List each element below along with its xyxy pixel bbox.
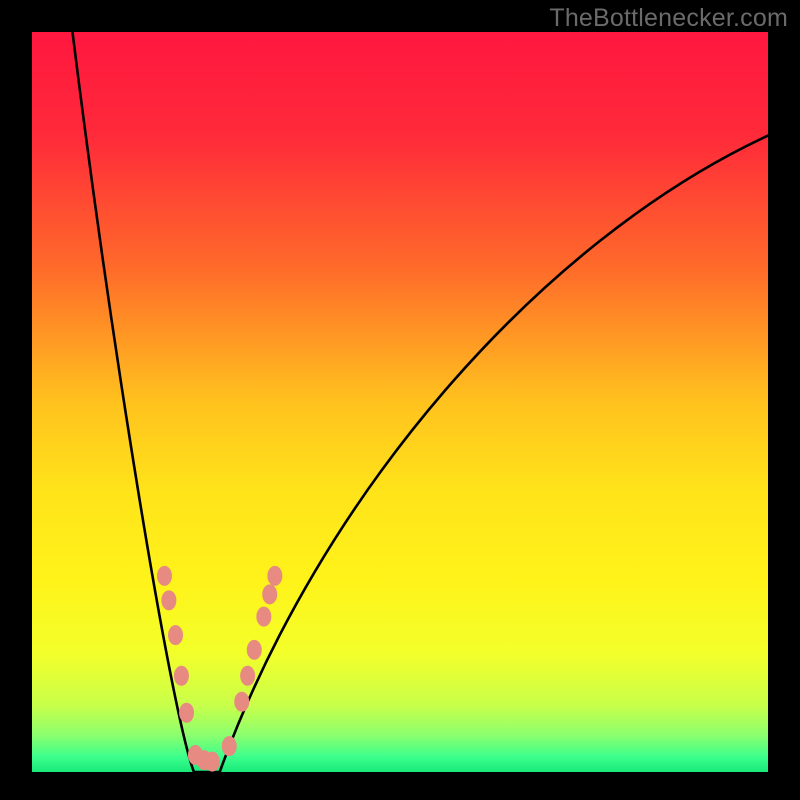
marker-right: [247, 640, 261, 659]
marker-right: [235, 692, 249, 711]
marker-right: [268, 566, 282, 585]
marker-left: [174, 666, 188, 685]
marker-right: [222, 737, 236, 756]
curve-data-markers: [0, 0, 800, 800]
marker-right: [241, 666, 255, 685]
marker-right: [263, 585, 277, 604]
marker-left: [169, 626, 183, 645]
marker-right: [257, 607, 271, 626]
chart-stage: TheBottlenecker.com: [0, 0, 800, 800]
watermark-text: TheBottlenecker.com: [549, 4, 788, 33]
marker-left: [180, 703, 194, 722]
marker-left: [205, 752, 219, 771]
marker-left: [157, 566, 171, 585]
marker-left: [162, 591, 176, 610]
